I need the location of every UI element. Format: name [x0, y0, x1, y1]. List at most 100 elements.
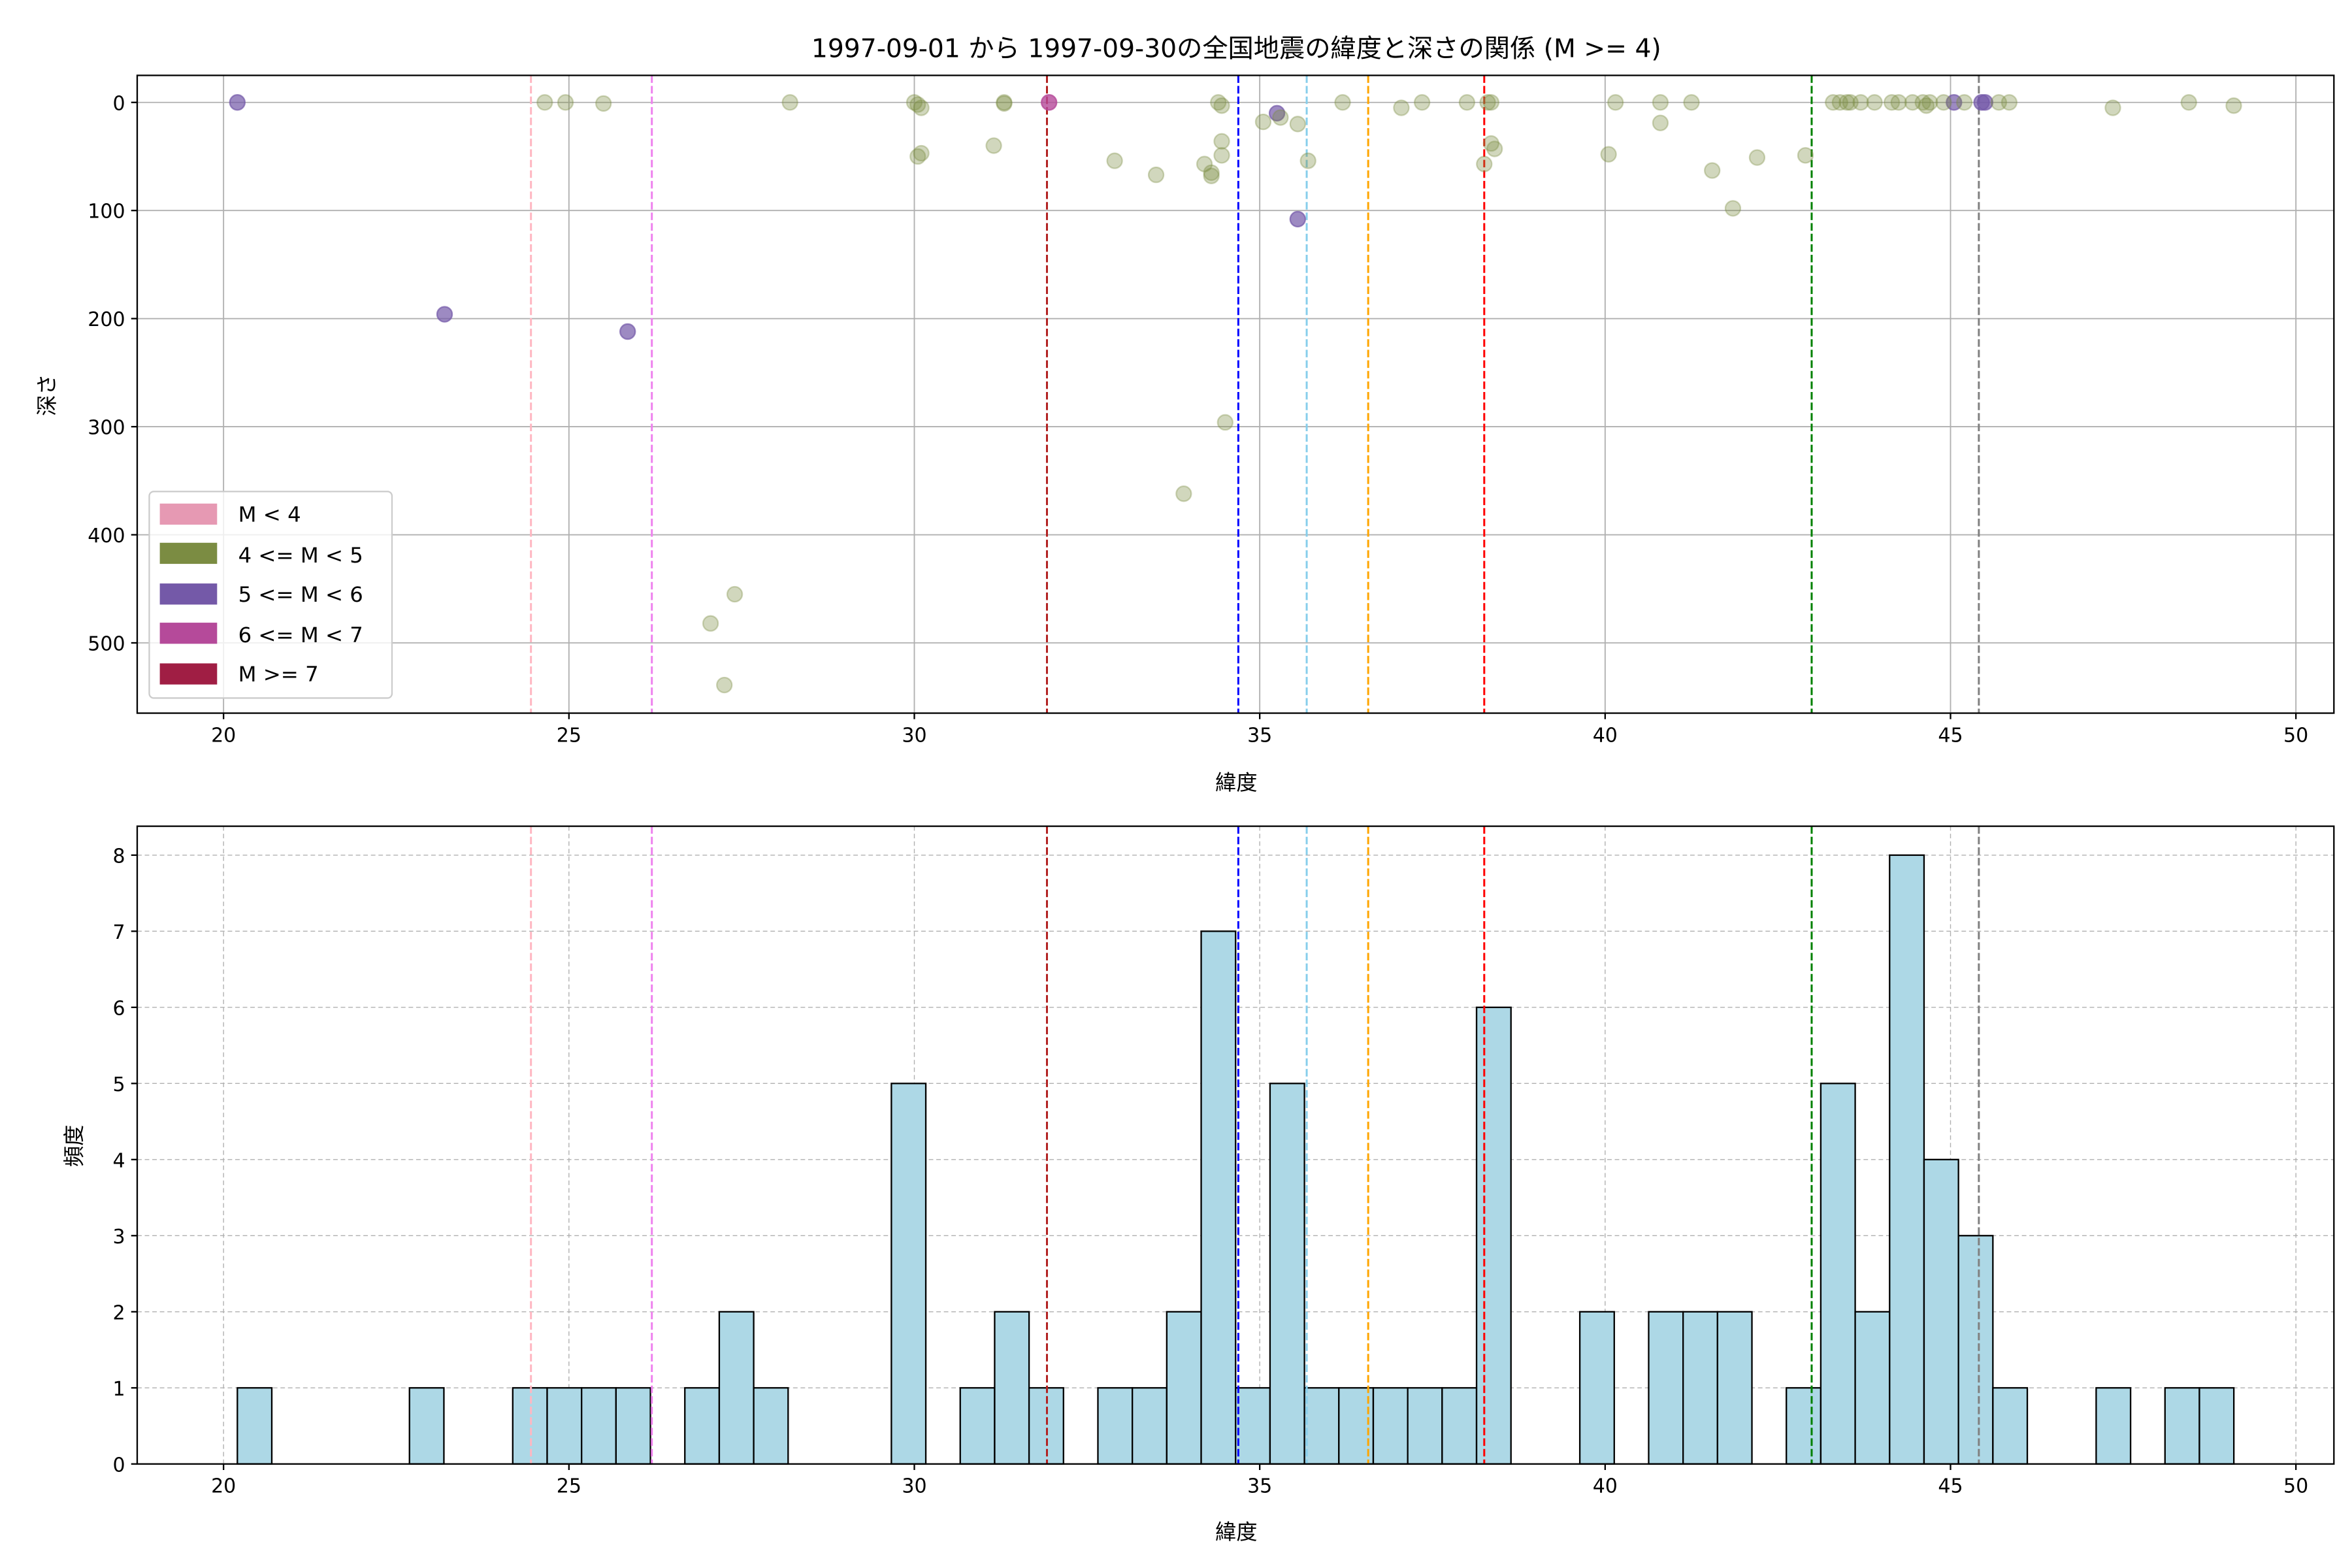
- histogram-bar: [994, 1311, 1030, 1465]
- x-tick-label: 45: [1938, 724, 1963, 747]
- histogram-bar: [512, 1387, 548, 1465]
- histogram-bar: [718, 1311, 755, 1465]
- histogram-bar: [1992, 1387, 2029, 1465]
- y-tick-label: 500: [88, 633, 125, 656]
- histogram-bar: [1235, 1387, 1271, 1465]
- data-point: [996, 95, 1013, 112]
- y-tick-label: 4: [112, 1149, 125, 1172]
- data-point: [1479, 94, 1496, 111]
- data-point: [1852, 94, 1869, 111]
- data-point: [1652, 114, 1669, 131]
- data-point: [1652, 94, 1669, 111]
- x-tick-label: 45: [1938, 1475, 1963, 1498]
- histogram-bar: [2164, 1387, 2200, 1465]
- y-tick-label: 100: [88, 201, 125, 223]
- x-tick-label: 20: [211, 1475, 236, 1498]
- data-point: [595, 95, 612, 112]
- data-point: [1797, 147, 1814, 164]
- histogram-bar: [1923, 1158, 1959, 1465]
- y-tick-label: 400: [88, 525, 125, 547]
- x-tick-label: 25: [557, 724, 581, 747]
- data-point: [536, 94, 553, 111]
- scatter-x-label: 緯度: [1215, 770, 1258, 795]
- data-point: [1683, 94, 1700, 111]
- histogram-y-label: 頻度: [62, 1125, 87, 1168]
- y-tick-label: 8: [112, 845, 125, 868]
- data-point: [1254, 113, 1272, 131]
- y-tick-label: 1: [112, 1378, 125, 1401]
- data-point: [1476, 155, 1493, 172]
- y-tick-label: 5: [112, 1073, 125, 1096]
- histogram-bar: [2198, 1387, 2235, 1465]
- data-point: [2001, 94, 2018, 111]
- x-tick-label: 30: [902, 724, 926, 747]
- histogram-bar: [1578, 1311, 1615, 1465]
- data-point: [1904, 94, 1921, 111]
- data-point: [1946, 94, 1963, 111]
- x-tick-label: 50: [2283, 724, 2308, 747]
- x-tick-label: 50: [2283, 1475, 2308, 1498]
- histogram-bar: [2095, 1387, 2132, 1465]
- histogram-bar: [1786, 1387, 1822, 1465]
- histogram-bar: [1682, 1311, 1718, 1465]
- y-tick-label: 200: [88, 308, 125, 331]
- data-point: [1413, 94, 1431, 111]
- data-point: [1289, 210, 1307, 228]
- data-point: [913, 99, 930, 116]
- data-point: [1213, 147, 1230, 164]
- histogram-bar: [1716, 1311, 1753, 1465]
- histogram-bar: [581, 1387, 617, 1465]
- data-point: [1842, 94, 1859, 111]
- legend-label: 4 <= M < 5: [238, 543, 363, 568]
- histogram-bar: [1648, 1311, 1684, 1465]
- histogram-bar: [1407, 1387, 1443, 1465]
- data-point: [985, 137, 1002, 154]
- x-tick-label: 35: [1247, 724, 1272, 747]
- data-point: [1175, 485, 1192, 502]
- histogram-bar: [1269, 1083, 1305, 1465]
- y-tick-label: 300: [88, 417, 125, 440]
- data-point: [996, 94, 1013, 111]
- x-tick-label: 25: [557, 1475, 581, 1498]
- data-point: [1458, 94, 1476, 111]
- data-point: [1272, 109, 1289, 126]
- histogram-bar: [237, 1387, 273, 1465]
- x-tick-label: 20: [211, 724, 236, 747]
- legend-label: M >= 7: [238, 662, 319, 687]
- data-point: [909, 96, 926, 113]
- histogram-bar: [684, 1387, 721, 1465]
- data-point: [1334, 94, 1351, 111]
- data-point: [1299, 152, 1316, 169]
- data-point: [1482, 94, 1500, 111]
- data-point: [1838, 94, 1855, 111]
- histogram-bar: [408, 1387, 445, 1465]
- histogram-bar: [753, 1387, 789, 1465]
- data-point: [1268, 105, 1286, 122]
- data-point: [557, 94, 574, 111]
- legend-label: 5 <= M < 6: [238, 582, 363, 607]
- histogram-bar: [1820, 1083, 1856, 1465]
- data-point: [1486, 140, 1503, 157]
- data-point: [1289, 116, 1307, 133]
- data-point: [436, 306, 453, 323]
- histogram-bar: [1097, 1387, 1134, 1465]
- data-point: [1866, 94, 1883, 111]
- data-point: [2104, 99, 2121, 116]
- legend-swatch-m-ge-7: [159, 663, 218, 685]
- legend: M < 4 4 <= M < 5 5 <= M < 6 6 <= M < 7 M…: [148, 491, 393, 699]
- y-tick-label: 7: [112, 921, 125, 944]
- y-tick-label: 3: [112, 1226, 125, 1249]
- data-point: [1724, 200, 1742, 217]
- data-point: [1203, 164, 1220, 181]
- histogram-bar: [1889, 854, 1925, 1465]
- data-point: [1825, 94, 1842, 111]
- chart-title: 1997-09-01 から 1997-09-30の全国地震の緯度と深さの関係 (…: [811, 35, 1661, 64]
- histogram-bar: [890, 1083, 927, 1465]
- data-point: [1607, 94, 1624, 111]
- data-point: [1393, 99, 1410, 116]
- histogram-bar: [1372, 1387, 1409, 1465]
- data-point: [1704, 162, 1721, 179]
- data-point: [2225, 97, 2242, 114]
